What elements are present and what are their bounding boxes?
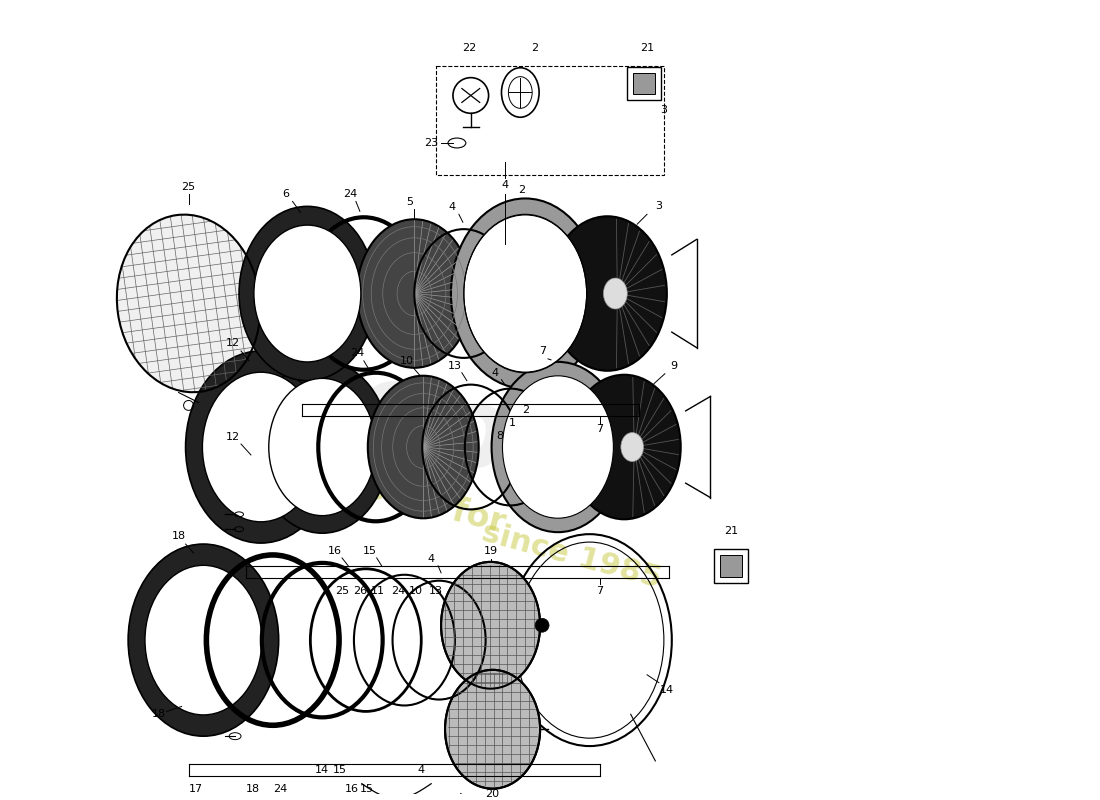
Text: 22: 22 [462,43,476,53]
Ellipse shape [464,215,586,372]
Ellipse shape [620,433,644,462]
Text: 16: 16 [345,784,359,794]
Text: 18: 18 [172,531,186,541]
Text: 13: 13 [429,586,443,596]
Text: 5: 5 [406,198,412,207]
Text: 18: 18 [152,710,166,719]
Text: 18: 18 [246,784,260,794]
Ellipse shape [117,214,261,392]
Text: since 1985: since 1985 [478,518,664,594]
Text: 14: 14 [660,685,674,694]
Text: 2: 2 [518,185,525,194]
Text: 20: 20 [485,789,499,798]
Ellipse shape [239,206,376,381]
Text: 2: 2 [531,43,539,53]
Ellipse shape [451,198,600,389]
Text: 24: 24 [350,348,364,358]
Text: 25: 25 [336,586,349,596]
Ellipse shape [254,225,361,362]
Text: 10: 10 [399,356,414,366]
Text: 7: 7 [596,586,603,596]
Ellipse shape [568,374,681,519]
Text: 13: 13 [448,361,462,371]
Text: 23: 23 [425,138,438,148]
Text: 9: 9 [670,361,678,371]
Text: 4: 4 [502,179,509,190]
Text: 3: 3 [660,106,668,115]
Text: 24: 24 [274,784,288,794]
Bar [627,66,661,101]
Text: 12: 12 [226,338,240,348]
Ellipse shape [492,362,625,532]
Text: 4: 4 [428,554,435,564]
Text: 21: 21 [724,526,738,536]
Bar [634,73,654,94]
Text: 4: 4 [491,368,498,378]
Text: 24: 24 [343,190,358,199]
Text: 26: 26 [353,586,367,596]
Text: 16: 16 [328,546,342,556]
Ellipse shape [186,351,337,543]
Bar [714,549,748,582]
Text: 10: 10 [409,586,424,596]
Text: 12: 12 [226,432,240,442]
Text: 15: 15 [363,546,377,556]
Ellipse shape [255,361,389,533]
Text: 15: 15 [333,765,348,775]
Text: 15: 15 [360,784,374,794]
Ellipse shape [548,216,667,370]
Text: 6: 6 [282,190,289,199]
Text: 4: 4 [449,202,455,212]
Text: 25: 25 [182,182,196,191]
Bar [436,66,664,174]
Ellipse shape [503,376,614,518]
Ellipse shape [446,670,540,789]
Text: 1: 1 [509,418,516,428]
Text: 14: 14 [316,765,329,775]
Bar [720,555,742,577]
Circle shape [535,618,549,632]
Text: 3: 3 [656,202,662,211]
Ellipse shape [268,378,376,516]
Text: 17: 17 [188,784,202,794]
Text: 19: 19 [484,546,497,556]
Text: 4: 4 [418,765,425,775]
Ellipse shape [356,219,472,368]
Ellipse shape [441,562,540,689]
Text: 7: 7 [539,346,547,356]
Text: europ: europ [142,298,522,497]
Ellipse shape [128,544,278,736]
Ellipse shape [145,566,262,715]
Ellipse shape [367,376,478,518]
Text: 7: 7 [596,424,603,434]
Ellipse shape [202,372,319,522]
Text: 21: 21 [640,43,654,53]
Text: a passion for: a passion for [265,445,508,540]
Text: 2: 2 [521,406,529,415]
Text: 8: 8 [496,431,503,441]
Text: 24: 24 [392,586,406,596]
Text: 11: 11 [371,586,385,596]
Ellipse shape [604,278,627,309]
